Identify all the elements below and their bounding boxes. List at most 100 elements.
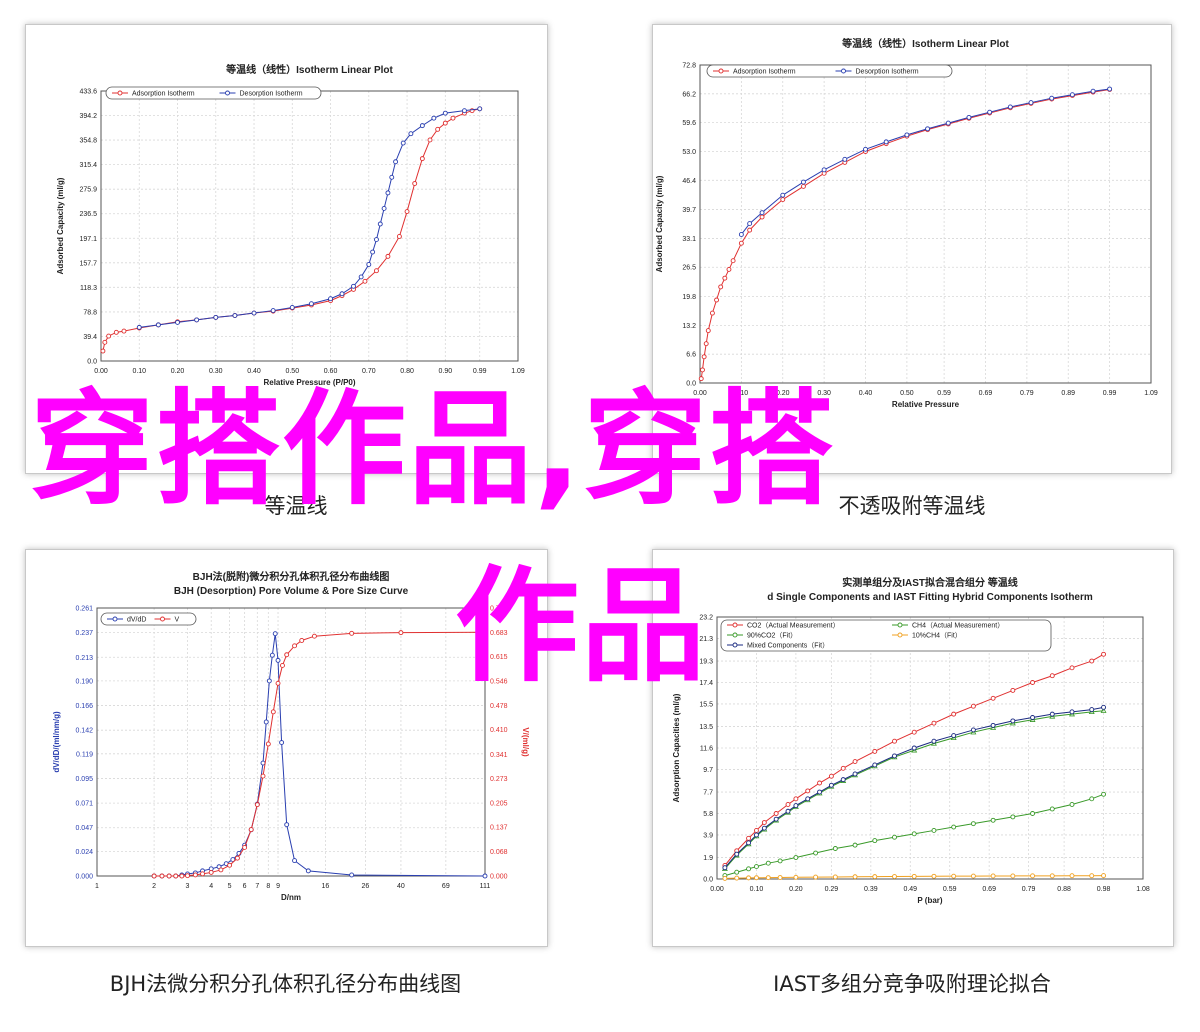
data-point <box>419 156 425 162</box>
data-point <box>842 156 848 162</box>
y-axis-label: Adsorption Capacities (ml/g) <box>672 693 681 802</box>
data-point <box>718 284 724 290</box>
chart-title: 实测单组分及IAST拟合混合组分 等温线 <box>842 576 1018 589</box>
y-tick-label: 3.9 <box>703 832 713 839</box>
data-point <box>951 733 957 739</box>
legend-label: Desorption Isotherm <box>856 69 919 76</box>
data-point <box>911 831 917 837</box>
y-tick-label: 59.6 <box>682 120 696 127</box>
data-point <box>362 278 368 284</box>
data-point <box>746 866 752 872</box>
data-point <box>185 873 190 879</box>
x-tick-label: 1.09 <box>1144 390 1158 397</box>
x-tick-label: 0.00 <box>693 390 707 397</box>
legend-label: Mixed Components（Fit） <box>747 642 829 650</box>
data-point <box>709 310 715 316</box>
y2-tick-label: 0.615 <box>490 654 508 661</box>
data-point <box>990 695 996 701</box>
y-tick-label: 39.4 <box>83 334 97 341</box>
data-point <box>358 274 364 280</box>
data-point <box>284 652 290 658</box>
data-point <box>373 237 379 243</box>
data-point <box>734 869 740 875</box>
data-point <box>351 283 356 289</box>
y-tick-label: 39.7 <box>682 207 696 214</box>
data-point <box>389 174 395 180</box>
x-axis-label: P (bar) <box>917 896 943 905</box>
data-point <box>1049 873 1055 879</box>
data-point <box>242 845 248 850</box>
series-line-4 <box>724 706 1104 869</box>
y2-tick-label: 0.478 <box>490 703 508 710</box>
data-point <box>892 753 897 759</box>
data-point <box>990 722 996 728</box>
y-tick-label: 15.5 <box>699 701 713 708</box>
x-tick-label: 0.10 <box>750 886 764 893</box>
data-point <box>1010 814 1016 820</box>
data-point <box>753 875 759 881</box>
x-tick-label: 9 <box>276 883 280 890</box>
data-point <box>785 808 791 814</box>
x-tick-label: 0.79 <box>1020 390 1034 397</box>
data-point <box>1089 707 1095 713</box>
data-point <box>800 183 806 189</box>
legend-label: 90%CO2（Fit） <box>747 632 797 640</box>
data-point <box>427 137 433 143</box>
data-point <box>852 771 858 777</box>
data-point <box>102 339 108 345</box>
data-point <box>785 802 791 807</box>
data-point <box>1101 791 1107 797</box>
data-point <box>817 780 823 786</box>
x-tick-label: 5 <box>228 883 232 890</box>
data-point <box>1069 873 1075 879</box>
chart-panel-isotherm-left: 等温线（线性）Isotherm Linear Plot 0.00 0.10 0.20 0… <box>25 24 548 474</box>
data-point <box>396 234 402 239</box>
data-point <box>366 262 372 267</box>
series-line-0 <box>724 653 1104 866</box>
data-point <box>931 827 937 833</box>
x-tick-label: 0.20 <box>776 390 790 397</box>
data-point <box>931 738 937 744</box>
legend-swatch-marker <box>732 632 738 638</box>
data-point <box>892 874 897 879</box>
y-tick-label: 0.024 <box>75 849 93 856</box>
data-point <box>872 748 878 754</box>
data-point <box>753 827 759 833</box>
isotherm-linear-chart-right: 等温线（线性）Isotherm Linear Plot 0.00 0.10 0.20 0… <box>655 37 1158 409</box>
legend-swatch-marker <box>897 622 903 628</box>
x-tick-label: 2 <box>152 883 156 890</box>
data-point <box>292 643 298 649</box>
data-point <box>100 348 106 354</box>
data-point <box>272 631 278 637</box>
plot-frame <box>699 64 1152 384</box>
data-point <box>892 834 897 840</box>
data-point <box>121 328 127 334</box>
data-point <box>1049 673 1055 679</box>
x-tick-label: 69 <box>442 883 450 890</box>
data-point <box>730 258 736 264</box>
data-point <box>377 221 383 227</box>
data-point <box>270 308 276 314</box>
data-point <box>166 873 172 879</box>
legend-box <box>105 86 322 100</box>
data-point <box>113 329 119 335</box>
x-tick-label: 3 <box>186 883 190 890</box>
x-tick-label: 0.49 <box>903 886 917 893</box>
data-point <box>275 657 281 663</box>
caption-isotherm-left: 等温线 <box>264 494 328 518</box>
data-point <box>408 131 414 137</box>
data-point <box>1030 873 1036 879</box>
x-tick-label: 0.80 <box>400 368 414 375</box>
data-point <box>703 341 709 347</box>
data-point <box>370 249 376 255</box>
data-point <box>292 858 298 864</box>
y2-tick-label: 0.410 <box>490 727 508 734</box>
x-tick-label: 0.39 <box>864 886 878 893</box>
data-point <box>482 873 488 879</box>
data-point <box>777 858 783 864</box>
y-tick-label: 53.0 <box>682 149 696 156</box>
x-tick-label: 0.79 <box>1022 886 1036 893</box>
data-point <box>951 873 957 879</box>
data-point <box>793 796 799 802</box>
data-point <box>925 126 931 132</box>
